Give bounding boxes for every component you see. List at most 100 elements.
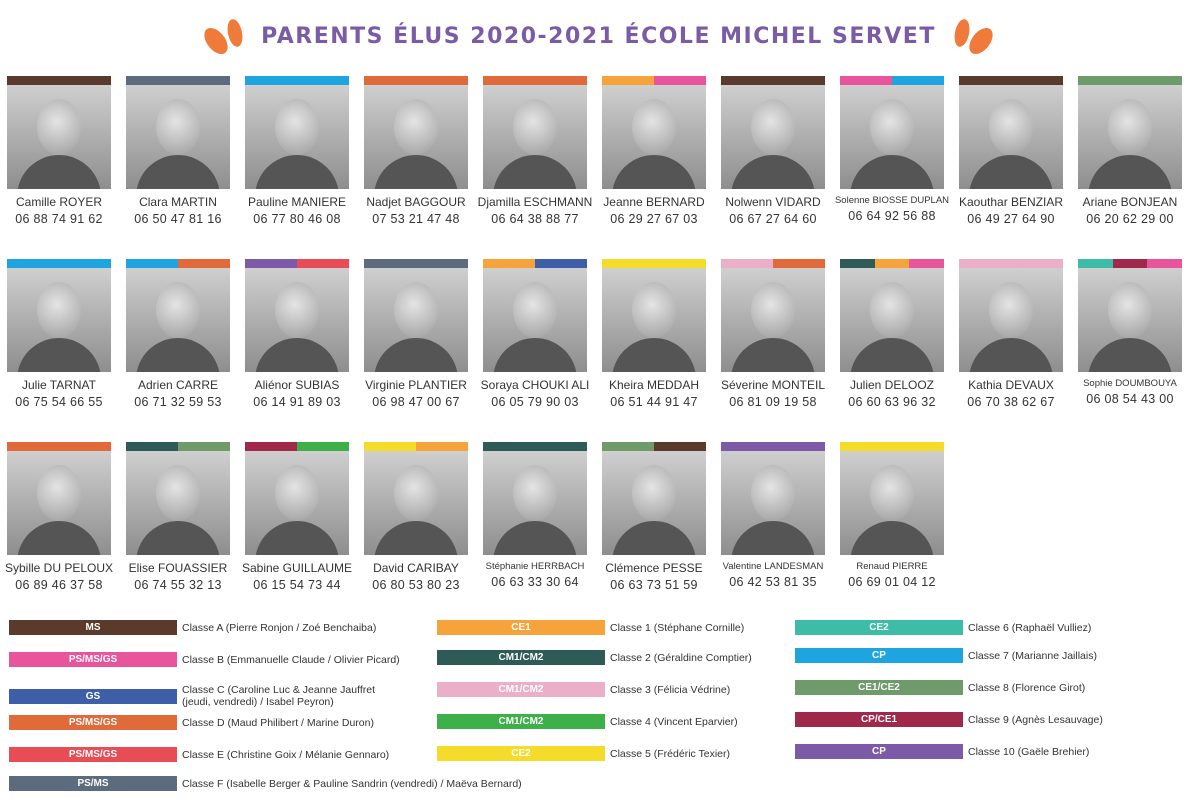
photo-head [37,465,81,521]
parent-phone: 06 71 32 59 53 [134,395,222,409]
legend-label: Classe A (Pierre Ronjon / Zoé Benchaiba) [182,621,377,634]
class-color-segment [126,259,178,268]
parent-name: Julie TARNAT [21,378,96,392]
legend-item: CE1/CE2 Classe 8 (Florence Girot) [795,680,1085,695]
class-color-bar [721,76,825,85]
legend-chip: CM1/CM2 [437,682,605,697]
class-color-segment [602,76,654,85]
parent-photo [602,268,706,372]
photo-head [394,465,438,521]
class-color-segment [1078,259,1113,268]
legend-chip: CM1/CM2 [437,714,605,729]
legend-label: Classe 2 (Géraldine Comptier) [610,651,752,664]
parents-row: Camille ROYER 06 88 74 91 62 Clara MARTIN 0… [7,76,1191,252]
parent-photo [959,85,1063,189]
photo-shoulders [255,155,339,189]
class-color-bar [483,442,587,451]
legend-label: Classe 3 (Félicia Védrine) [610,683,731,696]
parent-photo [1078,85,1182,189]
class-color-bar [840,442,944,451]
petal-right-icon [954,19,993,55]
class-color-segment [721,442,825,451]
class-color-segment [909,259,945,268]
parent-name: Renaud PIERRE [856,561,928,572]
photo-shoulders [136,521,220,555]
class-color-segment [126,442,178,451]
parent-card: Nadjet BAGGOUR 07 53 21 47 48 [364,76,468,252]
legend-label: Classe D (Maud Philibert / Marine Duron) [182,716,374,729]
parent-name: Solenne BIOSSE DUPLAN [834,195,950,206]
legend-item: CM1/CM2 Classe 2 (Géraldine Comptier) [437,650,752,665]
parent-phone: 06 77 80 46 08 [253,212,341,226]
legend-label: Classe 9 (Agnès Lesauvage) [968,713,1103,726]
photo-shoulders [731,155,815,189]
class-color-segment [874,259,910,268]
photo-shoulders [493,338,577,372]
class-color-segment [1147,259,1183,268]
legend-label: Classe 8 (Florence Girot) [968,681,1086,694]
parent-name: Elise FOUASSIER [128,561,228,575]
legend-item: MS Classe A (Pierre Ronjon / Zoé Benchaib… [9,620,376,635]
legend-label: Classe E (Christine Goix / Mélanie Genna… [182,748,390,761]
legend-item: CE1 Classe 1 (Stéphane Cornille) [437,620,744,635]
legend-label: Classe F (Isabelle Berger & Pauline Sand… [182,777,522,790]
parent-card: Virginie PLANTIER 06 98 47 00 67 [364,259,468,435]
parent-name: Julien DELOOZ [849,378,935,392]
parent-card: Solenne BIOSSE DUPLAN 06 64 92 56 88 [835,76,949,252]
class-color-segment [416,442,468,451]
parent-phone: 06 69 01 04 12 [848,575,936,589]
parent-photo [483,268,587,372]
class-color-bar [602,442,706,451]
photo-head [394,99,438,155]
parent-name: Soraya CHOUKI ALI [480,378,590,392]
legend-item: CP/CE1 Classe 9 (Agnès Lesauvage) [795,712,1103,727]
class-color-segment [1078,76,1182,85]
class-color-bar [602,76,706,85]
parent-name: Kaouthar BENZIAR [958,195,1064,209]
class-legend: MS Classe A (Pierre Ronjon / Zoé Benchaib… [0,610,1197,801]
parent-name: Adrien CARRE [137,378,219,392]
legend-item: PS/MS/GS Classe E (Christine Goix / Mélan… [9,747,389,762]
photo-head [632,465,676,521]
photo-shoulders [255,521,339,555]
legend-item: CP Classe 10 (Gaële Brehier) [795,744,1089,759]
parent-phone: 06 50 47 81 16 [134,212,222,226]
parent-card: Adrien CARRE 06 71 32 59 53 [126,259,230,435]
legend-item: PS/MS/GS Classe D (Maud Philibert / Marin… [9,715,374,730]
parent-card: Djamilla ESCHMANN 06 64 38 88 77 [478,76,592,252]
photo-head [275,465,319,521]
legend-item: CE2 Classe 5 (Frédéric Texier) [437,746,730,761]
photo-shoulders [17,338,101,372]
legend-chip: CE1/CE2 [795,680,963,695]
photo-shoulders [612,155,696,189]
parent-card: Jeanne BERNARD 06 29 27 67 03 [602,76,706,252]
class-color-bar [126,259,230,268]
parent-photo [602,451,706,555]
photo-shoulders [850,155,934,189]
photo-head [394,282,438,338]
parent-photo [364,85,468,189]
parent-phone: 06 49 27 64 90 [967,212,1055,226]
photo-shoulders [493,521,577,555]
parent-card: Julie TARNAT 06 75 54 66 55 [7,259,111,435]
parent-card: Kathia DEVAUX 06 70 38 62 67 [959,259,1063,435]
parent-name: Virginie PLANTIER [365,378,467,392]
parent-phone: 06 15 54 73 44 [253,578,341,592]
parent-name: Djamilla ESCHMANN [477,195,593,209]
parent-card: Séverine MONTEIL 06 81 09 19 58 [721,259,825,435]
class-color-segment [483,442,587,451]
parent-photo [602,85,706,189]
class-color-segment [773,259,825,268]
legend-chip: CP/CE1 [795,712,963,727]
legend-item: PS/MS Classe F (Isabelle Berger & Pauline… [9,776,522,791]
photo-shoulders [969,338,1053,372]
class-color-segment [7,259,111,268]
parent-phone: 06 80 53 80 23 [372,578,460,592]
class-color-bar [364,259,468,268]
parent-card: Sabine GUILLAUME 06 15 54 73 44 [242,442,352,618]
class-color-segment [7,442,111,451]
class-color-bar [245,76,349,85]
parent-card: Sybille DU PELOUX 06 89 46 37 58 [5,442,113,618]
photo-head [37,282,81,338]
parent-phone: 06 29 27 67 03 [610,212,698,226]
